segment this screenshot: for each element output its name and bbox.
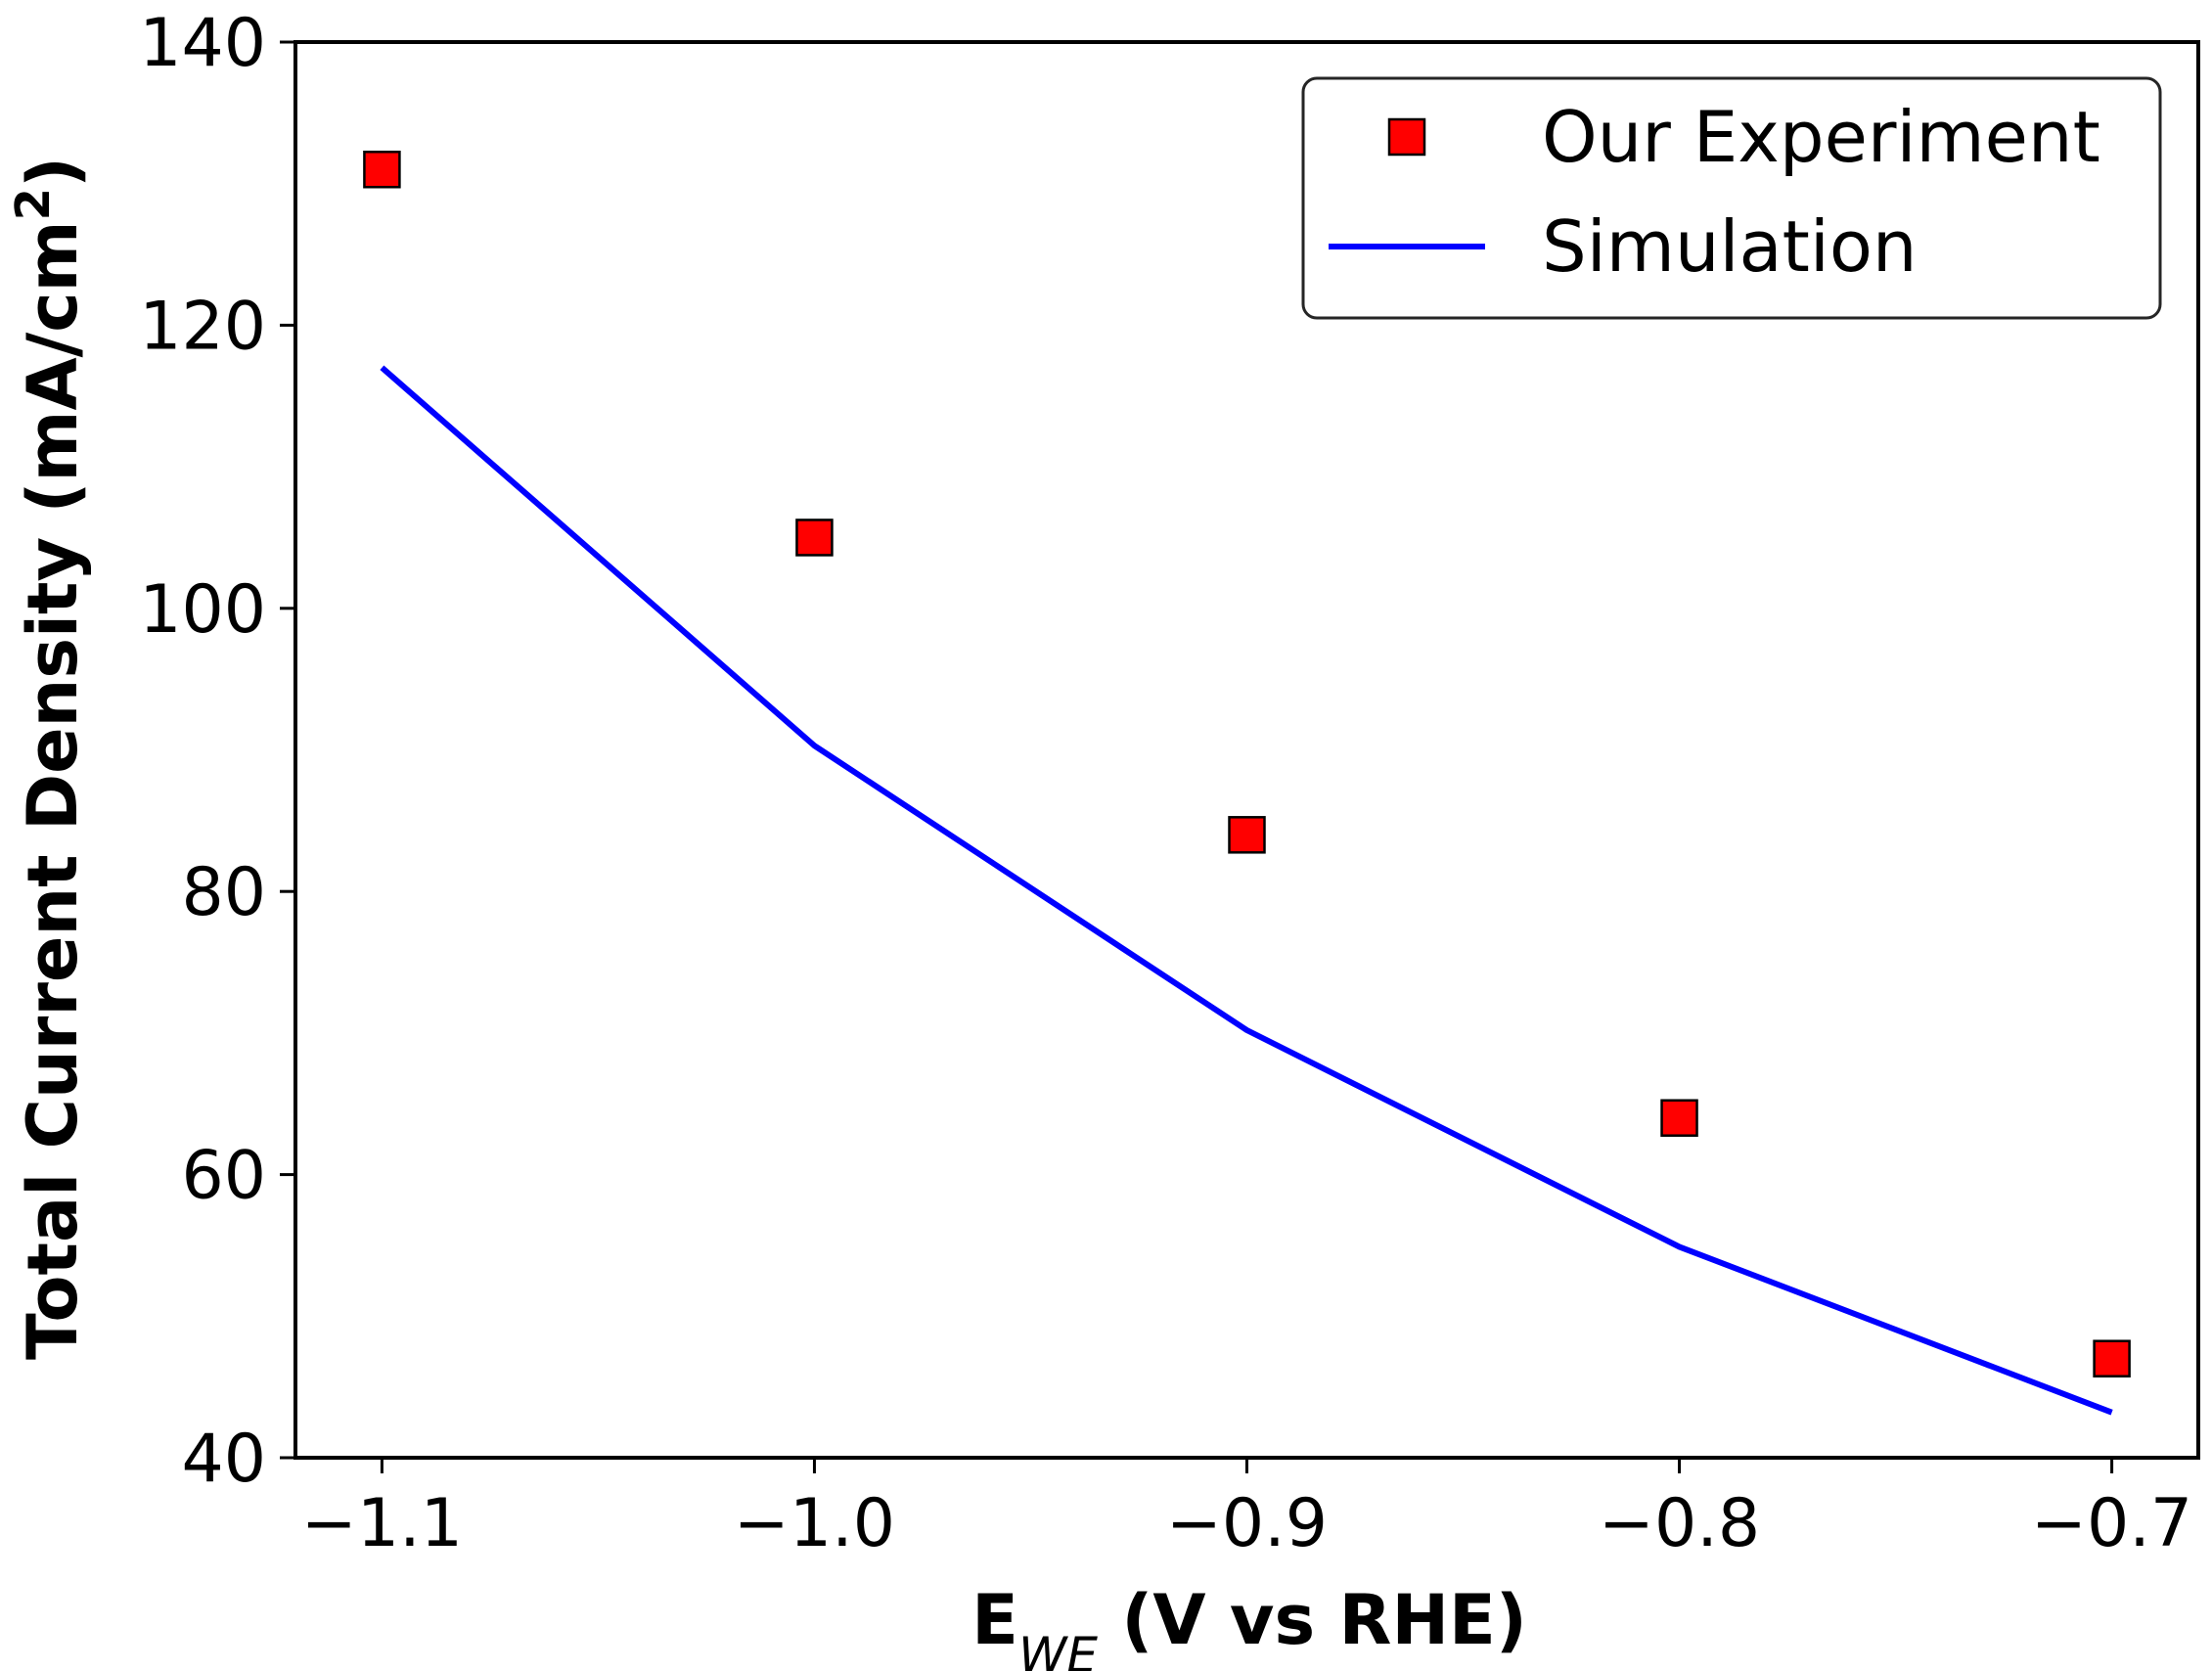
plot-content xyxy=(363,150,2131,1416)
x-tick-label: −0.8 xyxy=(1599,1485,1760,1562)
x-tick-label: −1.1 xyxy=(301,1485,463,1562)
experiment-point xyxy=(2093,1339,2131,1377)
legend-marker-experiment xyxy=(1387,117,1426,157)
y-tick-label: 40 xyxy=(181,1421,266,1498)
x-tick-label: −0.7 xyxy=(2031,1485,2192,1562)
legend: Our Experiment Simulation xyxy=(1301,76,2162,320)
legend-box xyxy=(1301,76,2162,320)
ticks: −1.1 −1.0 −0.9 −0.8 −0.7 40 60 80 100 120 140 xyxy=(139,5,2192,1562)
y-tick-label: 60 xyxy=(181,1138,266,1215)
experiment-point xyxy=(1228,816,1266,854)
x-tick-label: −1.0 xyxy=(734,1485,895,1562)
axes-frame xyxy=(293,40,2200,1460)
simulation-line xyxy=(380,365,2113,1416)
legend-label-simulation: Simulation xyxy=(1542,205,1918,288)
x-axis-title: EWE (V vs RHE) xyxy=(971,1580,1527,1671)
legend-label-experiment: Our Experiment xyxy=(1542,96,2100,178)
experiment-point xyxy=(363,150,401,189)
experiment-point xyxy=(1660,1099,1698,1137)
x-tick-label: −0.9 xyxy=(1166,1485,1328,1562)
y-tick-label: 80 xyxy=(181,854,266,931)
y-tick-label: 120 xyxy=(139,288,266,365)
y-axis-title: Total Current Density (mA/cm2) xyxy=(6,157,93,1360)
y-tick-label: 100 xyxy=(139,571,266,649)
experiment-point xyxy=(795,519,834,557)
y-tick-label: 140 xyxy=(139,5,266,82)
